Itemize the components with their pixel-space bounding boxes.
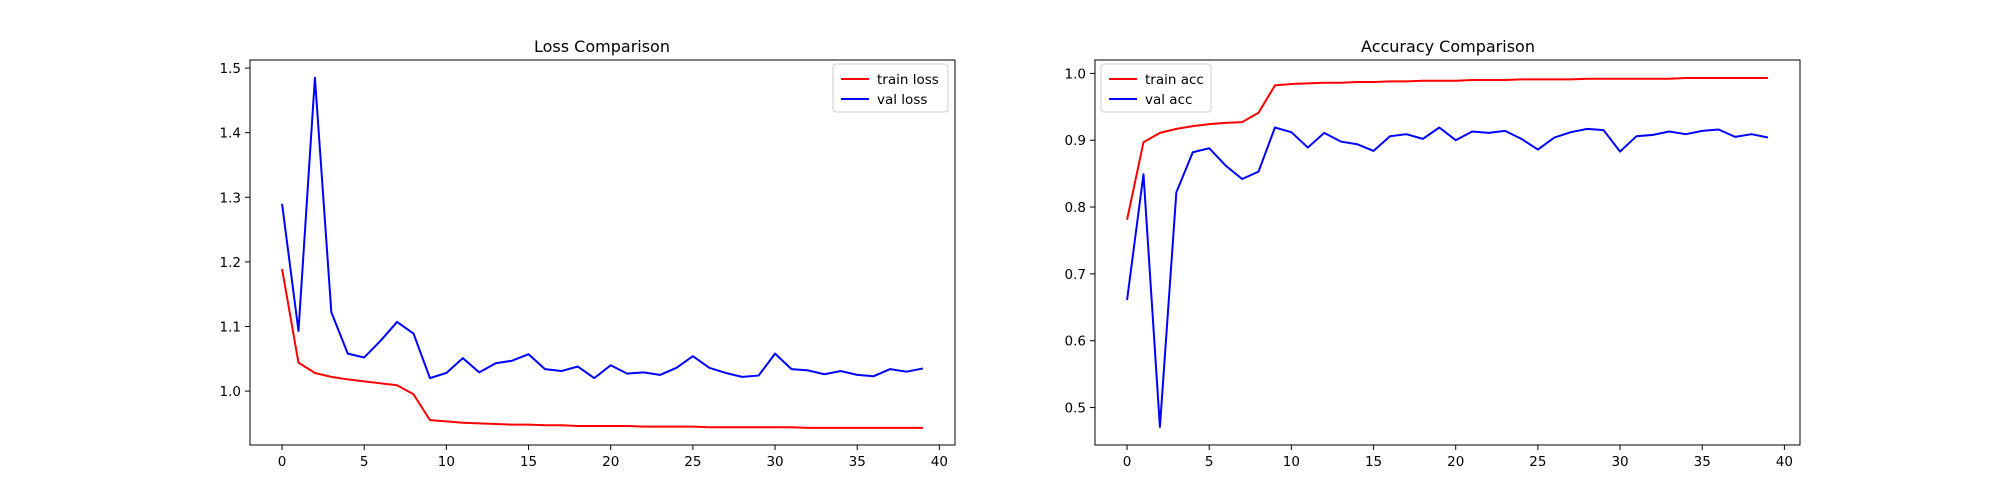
y-tick-label: 1.2 [220, 255, 241, 271]
series-line-train-loss [281, 268, 923, 429]
x-tick-label: 0 [278, 454, 287, 470]
chart-title: Loss Comparison [534, 37, 670, 56]
series-line-val-acc [1126, 126, 1769, 428]
x-tick-label: 25 [1529, 454, 1546, 470]
x-tick-label: 30 [1611, 454, 1628, 470]
axes-frame [249, 59, 956, 446]
loss-comparison-chart: Loss Comparison 0 5 10 15 20 25 30 35 40 1.0 1.1 1.… [220, 37, 956, 470]
y-tick-label: 1.0 [1065, 66, 1086, 82]
y-tick-label: 1.3 [220, 190, 241, 206]
y-tick-label: 1.5 [220, 61, 241, 77]
series-line-train-acc [1126, 77, 1768, 220]
plot-area: 0 5 10 15 20 25 30 35 40 0.5 0.6 0.7 0.8 0.9 1.0 train … [1065, 59, 1801, 470]
y-tick-label: 1.1 [220, 319, 241, 335]
x-tick-label: 40 [1776, 454, 1793, 470]
x-tick-label: 25 [684, 454, 701, 470]
accuracy-comparison-chart: Accuracy Comparison 0 5 10 15 20 25 30 35 400.50… [1065, 37, 1801, 470]
y-tick-label: 1.0 [220, 384, 241, 400]
y-tick-label: 0.6 [1065, 334, 1086, 350]
x-tick-label: 20 [602, 454, 619, 470]
x-tick-label: 5 [1205, 454, 1214, 470]
x-tick-label: 20 [1447, 454, 1464, 470]
y-tick-label: 0.8 [1065, 200, 1086, 216]
x-tick-label: 10 [1283, 454, 1300, 470]
x-tick-label: 15 [1365, 454, 1382, 470]
legend: train loss val loss [832, 63, 949, 113]
x-tick-label: 0 [1123, 454, 1132, 470]
legend-label: val acc [1145, 92, 1192, 108]
x-tick-label: 35 [849, 454, 866, 470]
x-tick-label: 5 [360, 454, 369, 470]
y-tick-label: 0.9 [1065, 133, 1086, 149]
y-tick-label: 0.7 [1065, 267, 1086, 283]
x-tick-label: 10 [438, 454, 455, 470]
chart-title: Accuracy Comparison [1361, 37, 1535, 56]
x-tick-label: 15 [520, 454, 537, 470]
legend-label: train loss [877, 72, 939, 88]
y-tick-label: 1.4 [220, 126, 241, 142]
x-tick-label: 30 [766, 454, 783, 470]
y-tick-label: 0.5 [1065, 401, 1086, 417]
plot-area: 0 5 10 15 20 25 30 35 40 1.0 1.1 1.2 1.3 1.4 1.5 train … [220, 59, 956, 470]
axes-frame [1094, 59, 1801, 446]
legend-label: val loss [877, 92, 927, 108]
legend: train acc val acc [1100, 63, 1212, 113]
legend-label: train acc [1145, 72, 1204, 88]
x-tick-label: 35 [1694, 454, 1711, 470]
series-line-val-loss [281, 76, 924, 380]
x-tick-label: 40 [931, 454, 948, 470]
